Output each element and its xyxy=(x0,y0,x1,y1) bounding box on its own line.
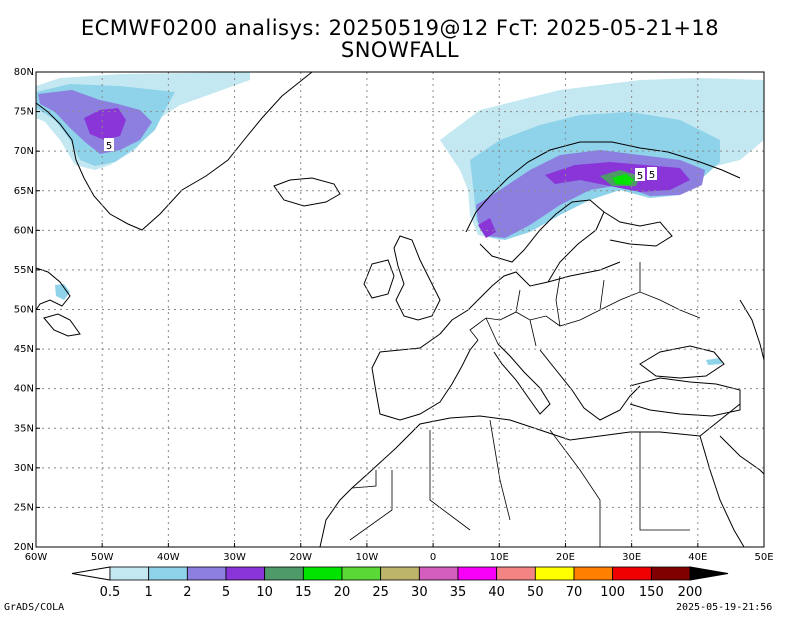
longitude-label: 50E xyxy=(754,552,773,563)
colorbar-swatch xyxy=(457,566,498,581)
longitude-label: 20W xyxy=(289,552,312,563)
coast-norway xyxy=(465,141,741,233)
colorbar-over-arrow xyxy=(689,566,729,581)
snow-area-scand-sw xyxy=(478,218,496,238)
borders-africa xyxy=(349,419,690,547)
colorbar-swatch xyxy=(418,566,459,581)
longitude-label: 10W xyxy=(356,552,379,563)
coast-ireland xyxy=(363,259,395,299)
contour-label: 5 xyxy=(637,171,643,182)
coast-europe-north xyxy=(439,261,621,335)
colorbar-label: 30 xyxy=(411,585,428,600)
colorbar-label: 150 xyxy=(639,585,664,600)
coast-great-britain xyxy=(393,235,441,321)
colorbar-swatch xyxy=(109,566,150,581)
colorbar-swatch xyxy=(380,566,420,581)
coast-balkans xyxy=(539,349,641,421)
footer-credit: GrADS/COLA xyxy=(4,602,65,613)
colorbar-swatch xyxy=(341,566,382,581)
colorbar-under-arrow xyxy=(71,566,111,581)
colorbar-swatch xyxy=(225,566,266,581)
coast-labrador xyxy=(35,267,71,311)
colorbar-swatch xyxy=(534,566,575,581)
longitude-label: 50W xyxy=(91,552,114,563)
contour-label: 5 xyxy=(106,141,112,152)
latitude-label: 60N xyxy=(14,225,34,236)
latitude-label: 80N xyxy=(14,67,34,78)
colorbar-label: 35 xyxy=(450,585,467,600)
colorbar-label: 200 xyxy=(678,585,703,600)
colorbar-swatch xyxy=(650,566,691,581)
colorbar-label: 1 xyxy=(145,585,153,600)
snow-area-east-small xyxy=(706,358,722,365)
colorbar-swatch xyxy=(148,566,188,581)
coast-iceland xyxy=(273,177,341,207)
colorbar-swatch xyxy=(264,566,304,581)
colorbar xyxy=(71,566,729,581)
contour-labels: 5 5 5 xyxy=(104,138,657,182)
latitude-label: 20N xyxy=(14,542,34,553)
colorbar-label: 2 xyxy=(183,585,191,600)
footer-timestamp: 2025-05-19-21:56 xyxy=(676,602,773,613)
latitude-label: 45N xyxy=(14,344,34,355)
colorbar-label: 25 xyxy=(372,585,389,600)
colorbar-labels: 0.5 1 2 5 10 15 20 25 30 35 40 50 70 100 150 200 xyxy=(100,585,703,600)
coast-iberia xyxy=(371,333,479,421)
map-title: ECMWF0200 analisys: 20250519@12 FcT: 202… xyxy=(80,16,720,40)
map-subtitle: SNOWFALL xyxy=(340,38,460,62)
contour-label: 5 xyxy=(649,170,655,181)
colorbar-label: 0.5 xyxy=(100,585,121,600)
latitude-label: 65N xyxy=(14,186,34,197)
colorbar-label: 10 xyxy=(256,585,273,600)
coast-greenland xyxy=(35,71,313,231)
snowfall-shading xyxy=(36,72,764,365)
coast-arabia xyxy=(719,435,765,475)
snow-area-labrador xyxy=(55,284,70,300)
longitude-label: 40W xyxy=(157,552,180,563)
snow-area-west-purple xyxy=(84,108,126,140)
coast-turkey xyxy=(629,377,741,417)
borders-europe xyxy=(469,262,701,347)
coast-north-africa xyxy=(319,403,741,548)
latitude-label: 40N xyxy=(14,384,34,395)
snow-area-scand-green xyxy=(612,174,634,185)
coast-black-sea xyxy=(639,345,725,379)
longitude-label: 60W xyxy=(25,552,48,563)
longitude-labels: 60W 50W 40W 30W 20W 10W 0 10E 20E 30E 40E 50E xyxy=(25,543,774,563)
colorbar-label: 40 xyxy=(488,585,505,600)
longitude-label: 0 xyxy=(430,552,436,563)
latitude-label: 25N xyxy=(14,502,34,513)
colorbar-label: 15 xyxy=(295,585,312,600)
colorbar-swatch xyxy=(186,566,227,581)
coast-sweden-baltic xyxy=(479,199,605,283)
colorbar-label: 70 xyxy=(566,585,583,600)
longitude-label: 10E xyxy=(490,552,509,563)
coast-finland xyxy=(603,211,673,247)
longitude-label: 30W xyxy=(223,552,246,563)
colorbar-swatch xyxy=(573,566,614,581)
coast-italy xyxy=(493,343,551,415)
colorbar-label: 100 xyxy=(600,585,625,600)
latitude-label: 75N xyxy=(14,107,34,118)
latitude-labels: 80N 75N 70N 65N 60N 55N 50N 45N 40N 35N 30N 25N 20N xyxy=(14,67,40,553)
colorbar-label: 5 xyxy=(222,585,230,600)
longitude-label: 40E xyxy=(688,552,707,563)
colorbar-swatch xyxy=(302,566,343,581)
latitude-label: 35N xyxy=(14,423,34,434)
colorbar-label: 20 xyxy=(334,585,351,600)
coast-red-sea xyxy=(699,435,745,548)
colorbar-label: 50 xyxy=(527,585,544,600)
latitude-label: 50N xyxy=(14,305,34,316)
longitude-label: 20E xyxy=(556,552,575,563)
longitude-label: 30E xyxy=(622,552,641,563)
coast-newfoundland xyxy=(43,313,81,337)
latitude-label: 30N xyxy=(14,463,34,474)
latitude-label: 70N xyxy=(14,146,34,157)
colorbar-swatch xyxy=(496,566,536,581)
graticule xyxy=(36,72,764,547)
coastlines xyxy=(35,71,765,548)
latitude-label: 55N xyxy=(14,265,34,276)
colorbar-swatch xyxy=(612,566,652,581)
